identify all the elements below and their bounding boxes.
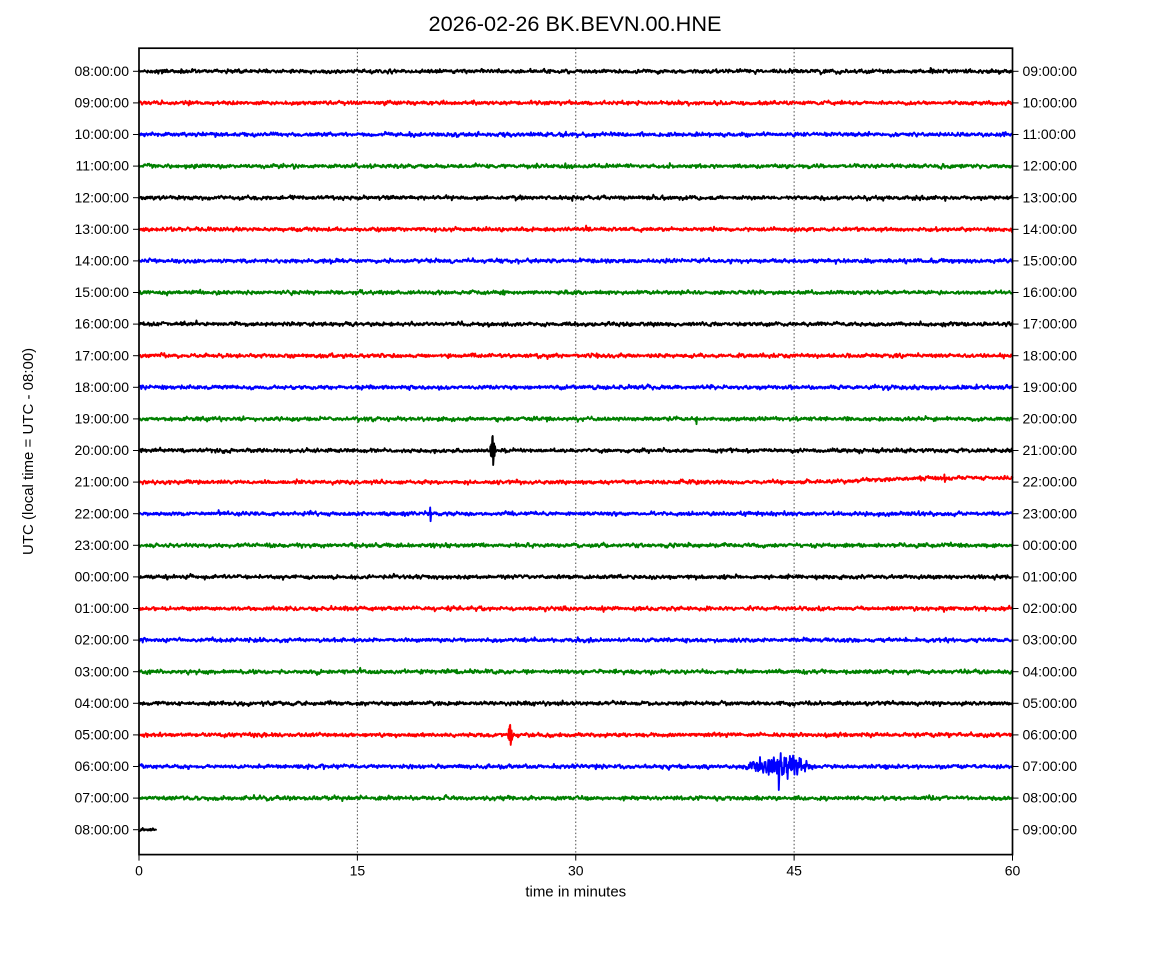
svg-text:10:00:00: 10:00:00: [1023, 95, 1078, 111]
svg-text:07:00:00: 07:00:00: [1023, 758, 1078, 774]
svg-text:04:00:00: 04:00:00: [75, 695, 130, 711]
svg-text:20:00:00: 20:00:00: [1023, 411, 1078, 427]
svg-text:21:00:00: 21:00:00: [1023, 442, 1078, 458]
svg-text:11:00:00: 11:00:00: [76, 158, 130, 174]
svg-text:05:00:00: 05:00:00: [1023, 695, 1078, 711]
svg-text:04:00:00: 04:00:00: [1023, 663, 1078, 679]
svg-text:12:00:00: 12:00:00: [1023, 158, 1078, 174]
svg-text:10:00:00: 10:00:00: [75, 126, 130, 142]
svg-text:12:00:00: 12:00:00: [75, 189, 130, 205]
svg-text:15: 15: [350, 863, 366, 879]
svg-text:09:00:00: 09:00:00: [1023, 63, 1078, 79]
svg-text:02:00:00: 02:00:00: [75, 632, 130, 648]
svg-text:02:00:00: 02:00:00: [1023, 600, 1078, 616]
svg-text:30: 30: [568, 863, 584, 879]
svg-text:09:00:00: 09:00:00: [1023, 821, 1078, 837]
svg-text:21:00:00: 21:00:00: [75, 474, 130, 490]
svg-text:08:00:00: 08:00:00: [1023, 790, 1078, 806]
svg-text:08:00:00: 08:00:00: [75, 821, 130, 837]
svg-text:14:00:00: 14:00:00: [1023, 221, 1078, 237]
svg-text:45: 45: [786, 863, 802, 879]
svg-text:05:00:00: 05:00:00: [75, 727, 130, 743]
svg-text:20:00:00: 20:00:00: [75, 442, 130, 458]
svg-text:03:00:00: 03:00:00: [75, 663, 130, 679]
svg-text:09:00:00: 09:00:00: [75, 95, 130, 111]
svg-text:0: 0: [135, 863, 143, 879]
svg-text:23:00:00: 23:00:00: [1023, 505, 1078, 521]
svg-text:18:00:00: 18:00:00: [75, 379, 130, 395]
svg-text:08:00:00: 08:00:00: [75, 63, 130, 79]
svg-text:00:00:00: 00:00:00: [75, 569, 130, 585]
svg-text:2026-02-26 BK.BEVN.00.HNE: 2026-02-26 BK.BEVN.00.HNE: [429, 11, 722, 36]
svg-text:23:00:00: 23:00:00: [75, 537, 130, 553]
svg-text:UTC (local time = UTC - 08:00): UTC (local time = UTC - 08:00): [20, 348, 37, 555]
svg-text:18:00:00: 18:00:00: [1023, 347, 1078, 363]
svg-text:07:00:00: 07:00:00: [75, 790, 130, 806]
svg-text:22:00:00: 22:00:00: [75, 505, 130, 521]
svg-text:00:00:00: 00:00:00: [1023, 537, 1078, 553]
svg-text:19:00:00: 19:00:00: [75, 411, 130, 427]
svg-text:17:00:00: 17:00:00: [1023, 316, 1078, 332]
svg-text:01:00:00: 01:00:00: [1023, 569, 1078, 585]
svg-text:22:00:00: 22:00:00: [1023, 474, 1078, 490]
svg-text:15:00:00: 15:00:00: [75, 284, 130, 300]
svg-text:06:00:00: 06:00:00: [75, 758, 130, 774]
svg-text:14:00:00: 14:00:00: [75, 253, 130, 269]
svg-text:16:00:00: 16:00:00: [75, 316, 130, 332]
svg-text:13:00:00: 13:00:00: [75, 221, 130, 237]
svg-text:15:00:00: 15:00:00: [1023, 253, 1078, 269]
svg-text:03:00:00: 03:00:00: [1023, 632, 1078, 648]
svg-text:60: 60: [1005, 863, 1021, 879]
svg-text:17:00:00: 17:00:00: [75, 347, 130, 363]
svg-text:01:00:00: 01:00:00: [75, 600, 130, 616]
svg-text:time in minutes: time in minutes: [525, 884, 626, 901]
svg-text:13:00:00: 13:00:00: [1023, 189, 1078, 205]
svg-text:11:00:00: 11:00:00: [1023, 126, 1077, 142]
svg-text:16:00:00: 16:00:00: [1023, 284, 1078, 300]
svg-text:06:00:00: 06:00:00: [1023, 727, 1078, 743]
svg-text:19:00:00: 19:00:00: [1023, 379, 1078, 395]
